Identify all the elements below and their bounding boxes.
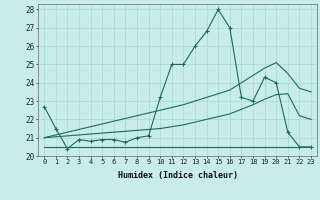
X-axis label: Humidex (Indice chaleur): Humidex (Indice chaleur) (118, 171, 238, 180)
